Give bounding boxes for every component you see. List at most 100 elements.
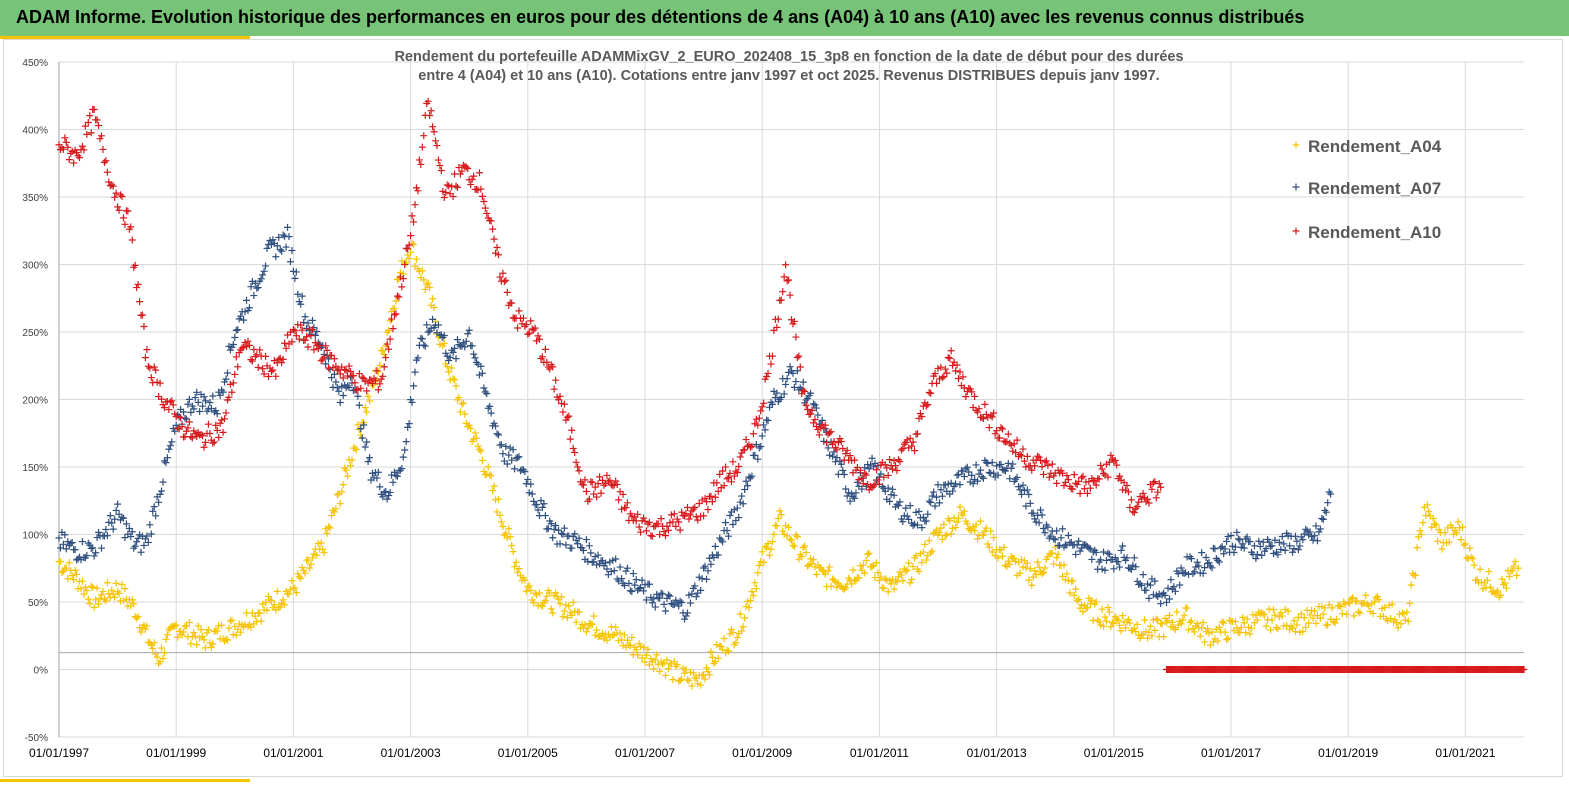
data-point	[852, 489, 860, 497]
data-point	[1375, 596, 1383, 604]
data-point	[1136, 580, 1144, 588]
data-point	[1445, 538, 1453, 546]
data-point	[316, 342, 324, 350]
data-point	[905, 559, 913, 567]
data-point	[1240, 619, 1248, 627]
data-point	[509, 548, 517, 556]
data-point	[496, 511, 504, 519]
data-point	[90, 552, 98, 560]
data-point	[717, 642, 725, 650]
data-point	[1013, 436, 1021, 444]
data-point	[1221, 545, 1229, 553]
data-point	[760, 399, 768, 407]
data-point	[166, 442, 174, 450]
data-point	[515, 565, 523, 573]
data-point	[276, 246, 284, 254]
data-point	[270, 601, 278, 609]
data-point	[1029, 509, 1037, 517]
data-point	[56, 558, 64, 566]
data-point	[317, 539, 325, 547]
data-point	[383, 495, 391, 503]
data-point	[1023, 559, 1031, 567]
data-point	[585, 542, 593, 550]
data-point	[823, 439, 831, 447]
data-point	[354, 421, 362, 429]
data-point	[793, 533, 801, 541]
data-point	[809, 556, 817, 564]
data-point	[726, 469, 734, 477]
data-point	[899, 518, 907, 526]
data-point	[1130, 554, 1138, 562]
data-point	[707, 648, 715, 656]
data-point	[1006, 475, 1014, 483]
data-point	[1224, 634, 1232, 642]
data-point	[357, 384, 365, 392]
data-point	[108, 586, 116, 594]
data-point	[846, 497, 854, 505]
data-point	[736, 610, 744, 618]
data-point	[1349, 594, 1357, 602]
data-point	[1201, 564, 1209, 572]
data-point	[544, 525, 552, 533]
data-point	[850, 456, 858, 464]
data-point	[1016, 486, 1024, 494]
data-point	[159, 655, 167, 663]
data-point	[990, 469, 998, 477]
data-point	[180, 408, 188, 416]
data-point	[673, 515, 681, 523]
data-point	[839, 445, 847, 453]
data-point	[647, 532, 655, 540]
data-point	[1369, 609, 1377, 617]
data-point	[779, 288, 787, 296]
data-point	[490, 235, 498, 243]
y-tick-label: 50%	[28, 598, 48, 609]
data-point	[292, 589, 300, 597]
data-point	[458, 167, 466, 175]
data-point	[213, 426, 221, 434]
data-point	[1018, 452, 1026, 460]
data-point	[508, 542, 516, 550]
data-point	[269, 366, 277, 374]
data-point	[514, 454, 522, 462]
data-point	[751, 579, 759, 587]
data-point	[528, 490, 536, 498]
data-point	[1425, 507, 1433, 515]
data-point	[998, 425, 1006, 433]
data-point	[1319, 610, 1327, 618]
data-point	[714, 654, 722, 662]
data-point	[572, 458, 580, 466]
data-point	[393, 472, 401, 480]
data-point	[412, 255, 420, 263]
data-point	[184, 424, 192, 432]
data-point	[193, 388, 201, 396]
data-point	[808, 406, 816, 414]
data-point	[997, 460, 1005, 468]
data-point	[571, 530, 579, 538]
data-point	[374, 468, 382, 476]
data-point	[631, 581, 639, 589]
data-point	[965, 384, 973, 392]
data-point	[773, 522, 781, 530]
data-point	[1171, 587, 1179, 595]
data-point	[202, 438, 209, 446]
data-point	[538, 353, 546, 361]
data-point	[285, 590, 293, 598]
data-point	[376, 362, 384, 370]
data-point	[245, 304, 253, 312]
data-point	[522, 320, 530, 328]
data-point	[475, 169, 483, 177]
data-point	[1031, 462, 1039, 470]
data-point	[442, 188, 450, 196]
data-point	[222, 635, 230, 643]
data-point	[200, 636, 208, 644]
data-point	[323, 346, 331, 354]
data-point	[1231, 618, 1239, 626]
data-point	[247, 356, 255, 364]
data-point	[972, 521, 980, 529]
data-point	[858, 485, 866, 493]
data-point	[664, 591, 672, 599]
data-point	[593, 493, 601, 501]
data-point	[1268, 616, 1276, 624]
data-point	[453, 336, 461, 344]
data-point	[659, 590, 667, 598]
